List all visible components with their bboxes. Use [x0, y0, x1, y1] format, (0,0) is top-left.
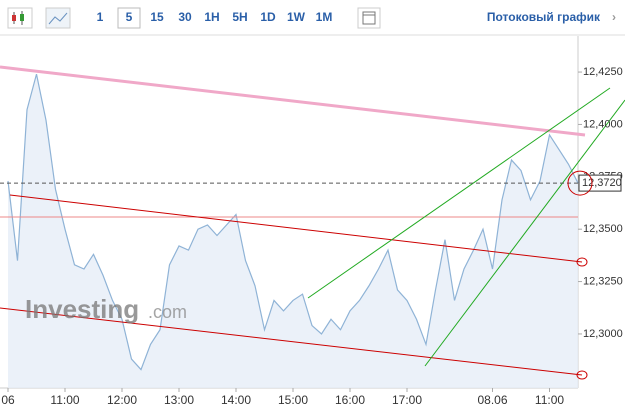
watermark-brand: Investing	[25, 294, 139, 324]
x-tick-label: 17:00	[392, 393, 422, 407]
watermark-suffix: .com	[148, 302, 187, 322]
interval-button[interactable]: 1W	[287, 10, 306, 24]
x-tick-label: 13:00	[164, 393, 194, 407]
x-tick-label: 15:00	[278, 393, 308, 407]
interval-button[interactable]: 1H	[204, 10, 219, 24]
interval-button[interactable]: 30	[178, 10, 192, 24]
trendline	[0, 65, 586, 137]
watermark: Investing .com	[25, 294, 187, 324]
trendline	[0, 307, 583, 376]
area-icon[interactable]	[45, 7, 71, 29]
y-tick-label: 12,3000	[583, 328, 623, 340]
icon-stroke	[12, 15, 16, 21]
y-tick-label: 12,3250	[583, 275, 623, 287]
trendline	[9, 194, 583, 263]
x-tick-label: 06	[1, 393, 15, 407]
x-tick-label: 11:00	[535, 393, 564, 407]
interval-button[interactable]: 1D	[260, 10, 276, 24]
x-tick-label: 14:00	[221, 393, 251, 407]
x-tick-label: 08.06	[477, 393, 507, 407]
icon-stroke	[20, 14, 24, 21]
handle[interactable]	[567, 170, 593, 196]
icon-stroke	[48, 12, 68, 25]
y-tick-label: 12,4250	[583, 66, 623, 78]
trendline	[424, 99, 625, 367]
y-tick-label: 12,4000	[583, 118, 623, 130]
interval-button[interactable]: 5H	[232, 10, 247, 24]
line	[7, 73, 579, 371]
y-tick-label: 12,3500	[583, 223, 623, 235]
handle[interactable]	[576, 257, 588, 267]
handle[interactable]	[576, 370, 588, 380]
interval-button[interactable]: 1	[97, 10, 104, 24]
price-tag-label: 12,3720	[582, 177, 622, 189]
interval-button[interactable]: 5	[126, 10, 133, 24]
trendline	[307, 87, 611, 299]
toolbar: Потоковый график ›	[0, 7, 625, 36]
plot	[0, 36, 582, 392]
interval-button[interactable]: 1M	[316, 10, 333, 24]
annotations	[0, 65, 625, 380]
area	[8, 74, 578, 388]
link-arrow: ›	[612, 10, 616, 24]
stream-link[interactable]: Потоковый график	[487, 10, 601, 24]
icon-stroke	[362, 11, 376, 25]
selected-box	[117, 7, 141, 29]
price-tag	[578, 174, 622, 192]
x-tick-label: 12:00	[107, 393, 137, 407]
x-tick-label: 11:00	[50, 393, 79, 407]
interval-button[interactable]: 15	[150, 10, 164, 24]
x-tick-label: 16:00	[335, 393, 365, 407]
